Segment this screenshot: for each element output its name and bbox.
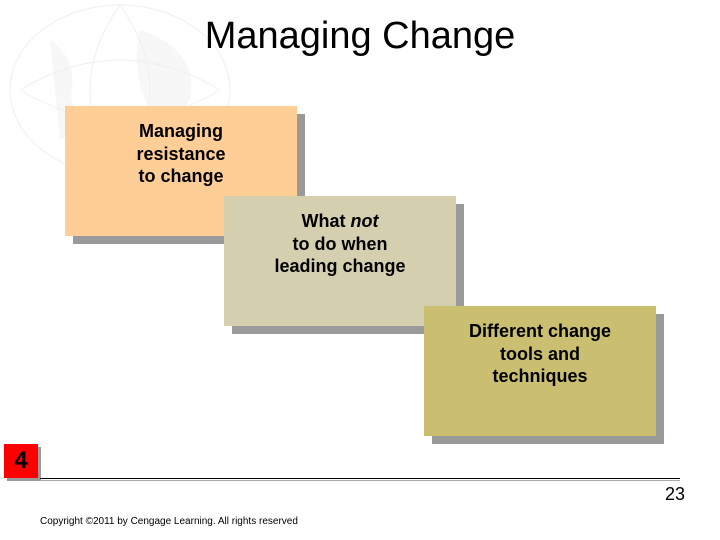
- box2-line2: to do when: [293, 234, 388, 254]
- box1-line2: resistance: [136, 144, 225, 164]
- slide-title: Managing Change: [0, 15, 720, 58]
- box-tools-techniques: Different change tools and techniques: [424, 306, 656, 436]
- box3-line3: techniques: [492, 366, 587, 386]
- box1-line1: Managing: [139, 121, 223, 141]
- box2-line1a: What: [302, 211, 351, 231]
- box3-line2: tools and: [500, 344, 580, 364]
- box1-line3: to change: [138, 166, 223, 186]
- divider-line-light: [40, 480, 680, 481]
- page-number: 23: [665, 484, 685, 505]
- box2-line1b: not: [351, 211, 379, 231]
- box-what-not-to-do: What not to do when leading change: [224, 196, 456, 326]
- box3-line1: Different change: [469, 321, 611, 341]
- divider-line: [40, 478, 680, 479]
- box2-line3: leading change: [274, 256, 405, 276]
- section-number: 4: [4, 444, 38, 478]
- copyright-text: Copyright ©2011 by Cengage Learning. All…: [40, 516, 298, 527]
